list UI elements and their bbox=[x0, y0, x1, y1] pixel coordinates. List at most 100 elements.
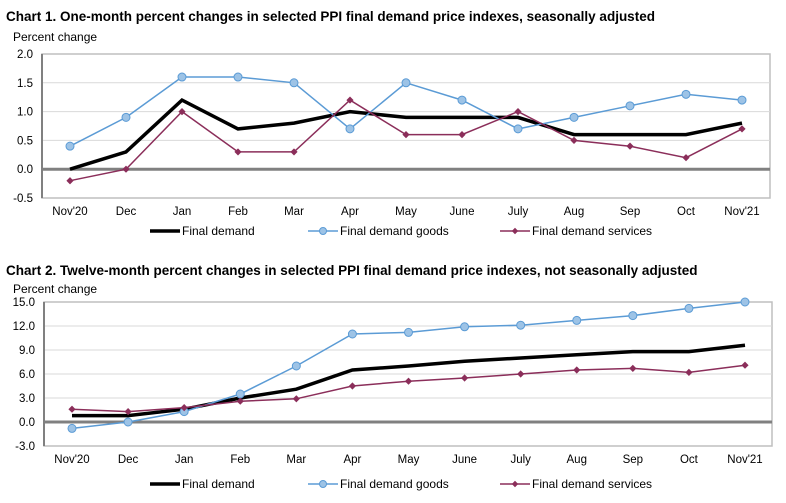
services-point bbox=[460, 374, 469, 382]
x-tick-label: Nov'20 bbox=[52, 206, 87, 218]
goods-point bbox=[572, 315, 582, 325]
y-tick-label: -0.5 bbox=[13, 193, 33, 205]
goods-point bbox=[460, 322, 470, 332]
chart1-plot: 2.0 1.5 1.0 0.5 0.0 -0.5 Nov'20 Dec Jan Feb Mar Apr… bbox=[13, 49, 771, 238]
services-point bbox=[626, 142, 634, 150]
goods-point bbox=[291, 361, 301, 371]
chart2-ylabel: Percent change bbox=[13, 282, 98, 296]
y-tick-label: 0.0 bbox=[17, 164, 33, 176]
services-point bbox=[458, 131, 466, 139]
services-point bbox=[178, 108, 186, 116]
services-point bbox=[234, 148, 242, 156]
plot-area bbox=[41, 53, 771, 199]
legend-marker-circle bbox=[319, 480, 327, 488]
x-tick-label: Jan bbox=[173, 206, 192, 218]
x-tick-label: Oct bbox=[680, 454, 699, 466]
x-tick-label: Oct bbox=[677, 206, 696, 218]
y-tick-label: 3.0 bbox=[19, 393, 35, 405]
services-point bbox=[292, 395, 300, 403]
y-tick-label: 2.0 bbox=[17, 49, 33, 61]
services-point bbox=[741, 361, 749, 369]
x-tick-label: Apr bbox=[343, 454, 361, 466]
goods-point bbox=[121, 112, 131, 122]
x-tick-label: Mar bbox=[284, 206, 304, 218]
services-point bbox=[236, 397, 244, 405]
goods-point bbox=[569, 112, 579, 122]
y-tick-label: 6.0 bbox=[19, 369, 35, 381]
goods-point bbox=[233, 72, 243, 82]
x-tick-label: Sep bbox=[620, 206, 640, 218]
x-tick-label: Feb bbox=[230, 454, 250, 466]
services-point bbox=[290, 148, 298, 156]
legend-label: Final demand bbox=[182, 224, 255, 238]
services-point bbox=[66, 177, 74, 185]
y-tick-label: 0.5 bbox=[17, 135, 33, 147]
legend-label: Final demand services bbox=[532, 224, 652, 238]
goods-point bbox=[404, 327, 413, 337]
services-point bbox=[348, 382, 357, 390]
services-point bbox=[517, 370, 525, 378]
goods-point bbox=[401, 78, 411, 88]
goods-point bbox=[628, 311, 638, 321]
services-point bbox=[685, 368, 693, 376]
x-tick-label: Dec bbox=[118, 454, 139, 466]
legend-marker-diamond bbox=[511, 480, 519, 488]
services-point bbox=[514, 108, 522, 116]
services-point bbox=[570, 136, 578, 144]
series-line-final-demand bbox=[69, 97, 743, 171]
services-point bbox=[738, 125, 746, 133]
x-tick-label: May bbox=[395, 206, 417, 218]
goods-point bbox=[123, 417, 133, 427]
x-tick-label: Dec bbox=[116, 206, 137, 218]
services-point bbox=[68, 405, 76, 413]
goods-point bbox=[457, 95, 467, 105]
x-tick-label: July bbox=[510, 454, 531, 466]
legend-label: Final demand services bbox=[532, 477, 652, 491]
goods-point bbox=[513, 124, 523, 134]
legend-label: Final demand goods bbox=[340, 224, 449, 238]
goods-point bbox=[177, 72, 187, 82]
services-point bbox=[122, 165, 130, 173]
x-tick-label: Mar bbox=[286, 454, 306, 466]
x-tick-label: Apr bbox=[341, 206, 359, 218]
services-point bbox=[682, 154, 690, 162]
x-tick-label: July bbox=[508, 206, 529, 218]
x-tick-label: Nov'21 bbox=[724, 206, 759, 218]
y-tick-label: 15.0 bbox=[13, 297, 35, 309]
y-tick-label: 1.5 bbox=[17, 78, 33, 90]
goods-point bbox=[65, 141, 75, 151]
goods-point bbox=[737, 95, 747, 105]
chart1-title: Chart 1. One-month percent changes in se… bbox=[6, 9, 655, 24]
services-point bbox=[573, 366, 581, 374]
x-tick-label: June bbox=[452, 454, 477, 466]
y-tick-label: -3.0 bbox=[15, 441, 35, 453]
goods-point bbox=[235, 389, 245, 399]
x-tick-label: Nov'21 bbox=[727, 454, 762, 466]
x-tick-label: May bbox=[398, 454, 420, 466]
legend-marker-diamond bbox=[511, 227, 519, 235]
x-tick-label: Aug bbox=[567, 454, 587, 466]
legend-label: Final demand goods bbox=[340, 477, 449, 491]
y-tick-label: 1.0 bbox=[17, 107, 33, 119]
chart2-title: Chart 2. Twelve-month percent changes in… bbox=[6, 263, 698, 278]
y-tick-label: 0.0 bbox=[19, 417, 35, 429]
services-point bbox=[402, 131, 410, 139]
x-tick-label: Sep bbox=[623, 454, 643, 466]
services-point bbox=[629, 364, 637, 372]
goods-point bbox=[289, 78, 299, 88]
legend-marker-circle bbox=[319, 227, 327, 235]
x-tick-label: June bbox=[450, 206, 475, 218]
x-tick-label: Jan bbox=[175, 454, 194, 466]
x-tick-label: Nov'20 bbox=[54, 454, 89, 466]
services-point bbox=[180, 404, 188, 412]
chart1-ylabel: Percent change bbox=[13, 30, 98, 44]
goods-point bbox=[681, 89, 691, 99]
services-point bbox=[404, 377, 413, 385]
legend-label: Final demand bbox=[182, 477, 255, 491]
services-point bbox=[124, 408, 132, 416]
goods-point bbox=[625, 101, 635, 111]
x-tick-label: Aug bbox=[564, 206, 584, 218]
goods-point bbox=[684, 303, 694, 313]
goods-point bbox=[345, 124, 355, 134]
